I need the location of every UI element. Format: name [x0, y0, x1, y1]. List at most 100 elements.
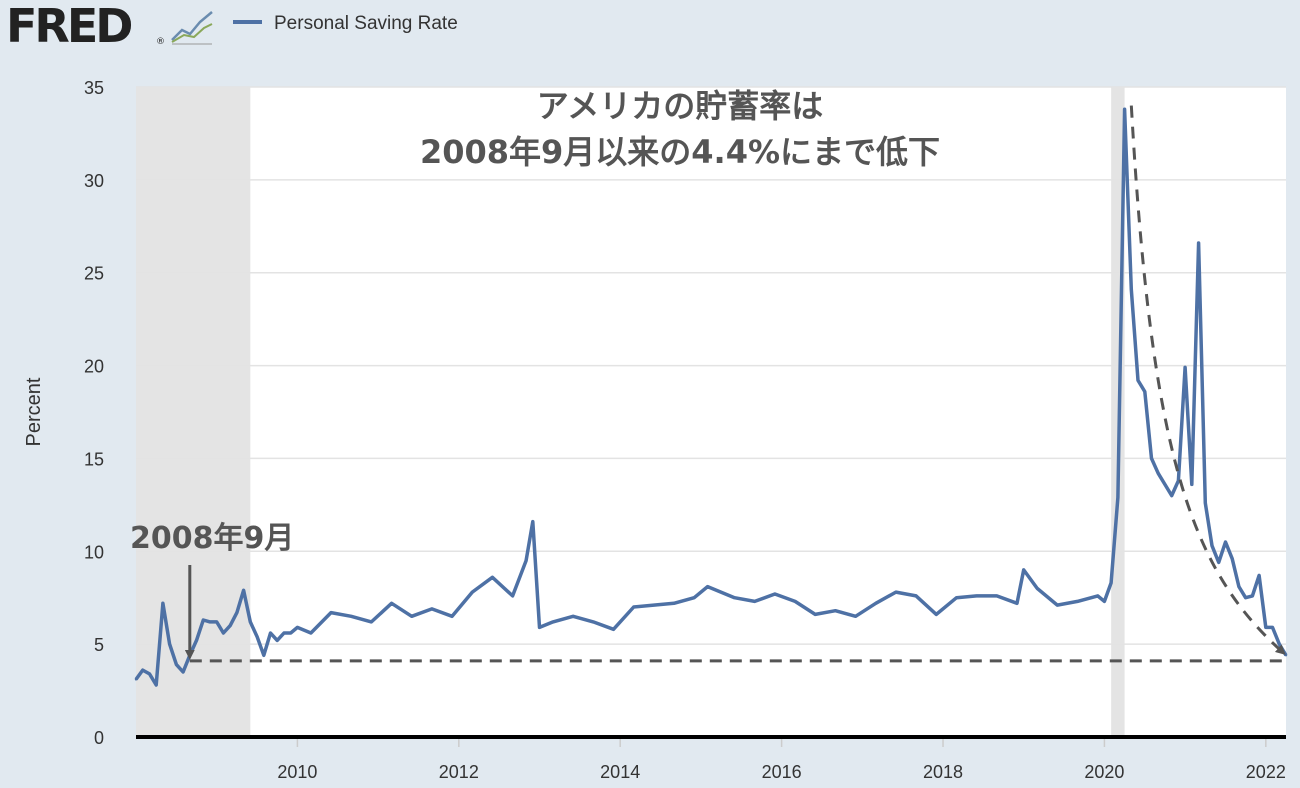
data-point [571, 615, 575, 618]
data-point [1076, 600, 1079, 603]
x-axis-ticks: 2010 2012 2014 2016 2018 2020 2022 [277, 737, 1286, 782]
data-point [208, 620, 212, 624]
x-tick-label: 2020 [1084, 762, 1124, 782]
data-point [1136, 379, 1140, 382]
data-point [229, 624, 232, 627]
data-point [1197, 241, 1200, 245]
x-tick-label: 2010 [277, 762, 317, 782]
data-point [1036, 587, 1039, 590]
legend-label: Personal Saving Rate [274, 13, 458, 34]
data-point [289, 631, 292, 635]
recession-band-0 [136, 87, 251, 737]
data-point [141, 668, 144, 672]
data-point [1257, 574, 1261, 577]
data-point [235, 611, 239, 614]
x-tick-label: 2018 [923, 762, 963, 782]
data-point [242, 589, 245, 592]
data-point [168, 642, 171, 646]
legend[interactable]: Personal Saving Rate [233, 13, 458, 34]
y-tick-label: 15 [84, 449, 104, 469]
data-point [350, 615, 353, 618]
data-point [1150, 457, 1153, 460]
data-point [733, 596, 736, 599]
gridlines [136, 86, 1286, 645]
data-point [410, 615, 413, 618]
x-tick-label: 2016 [762, 762, 802, 782]
data-point [1204, 501, 1207, 505]
data-point [134, 678, 138, 681]
data-point [276, 639, 279, 642]
y-tick-label: 0 [94, 728, 104, 748]
data-point [914, 594, 918, 598]
x-tick-label: 2014 [600, 762, 640, 782]
data-point [975, 594, 978, 598]
data-point [935, 613, 938, 616]
y-tick-label: 30 [84, 171, 104, 191]
data-point [155, 683, 158, 687]
data-point [1143, 390, 1147, 393]
x-tick-label: 2012 [439, 762, 479, 782]
data-point [370, 620, 373, 624]
data-point [511, 594, 514, 598]
y-tick-label: 10 [84, 542, 104, 562]
decline-trend-arrow [1129, 105, 1286, 655]
data-point [1170, 494, 1173, 497]
data-point [1264, 626, 1268, 629]
y-axis-ticks: 0 5 10 15 20 25 30 35 [84, 78, 104, 748]
data-point [1251, 594, 1254, 598]
data-point [1278, 642, 1281, 646]
data-point [202, 618, 205, 622]
plot-area [136, 87, 1286, 737]
data-point [854, 615, 857, 618]
fred-graph-icon [170, 6, 214, 45]
y-axis-label: Percent [23, 377, 45, 446]
data-point [1096, 594, 1099, 598]
fred-logo-text: FRED [6, 0, 131, 53]
y-tick-label: 25 [84, 264, 104, 284]
data-point [672, 602, 676, 605]
data-point [181, 670, 185, 674]
series-points [134, 108, 1288, 687]
data-point [551, 620, 555, 624]
data-point [1244, 596, 1247, 599]
x-tick-label: 2022 [1246, 762, 1286, 782]
annotation-title-line-2: 2008年9月以来の4.4%にまで低下 [420, 133, 940, 171]
data-point [632, 605, 635, 609]
data-point [955, 596, 958, 599]
y-tick-label: 20 [84, 357, 104, 377]
data-point [1284, 654, 1288, 657]
data-point [262, 654, 265, 657]
data-point [1190, 483, 1194, 486]
data-point [1103, 600, 1106, 603]
data-point [1163, 483, 1167, 486]
data-point [1022, 568, 1025, 572]
data-point [652, 603, 655, 607]
data-point [175, 663, 178, 666]
data-point [1123, 108, 1126, 111]
data-point [430, 607, 434, 611]
data-point [255, 635, 259, 638]
data-point [215, 620, 218, 624]
data-point [1109, 581, 1113, 585]
data-point [1237, 585, 1241, 588]
data-point [195, 639, 198, 642]
data-point [329, 611, 333, 614]
fred-logo[interactable]: FRED ® [6, 0, 214, 53]
y-tick-label: 5 [94, 635, 104, 655]
data-point [894, 590, 898, 594]
annotation-title-line-1: アメリカの貯蓄率は [537, 87, 823, 125]
data-point [491, 576, 494, 579]
data-point [693, 596, 696, 599]
data-point [1130, 288, 1133, 291]
data-point [1217, 561, 1220, 564]
data-point [612, 628, 615, 631]
data-point [531, 520, 534, 523]
data-point [773, 592, 777, 596]
data-point [995, 594, 998, 598]
data-point [1183, 366, 1187, 369]
data-point [269, 631, 272, 635]
data-point [524, 559, 528, 562]
registered-mark: ® [156, 37, 165, 47]
data-point [282, 631, 286, 635]
